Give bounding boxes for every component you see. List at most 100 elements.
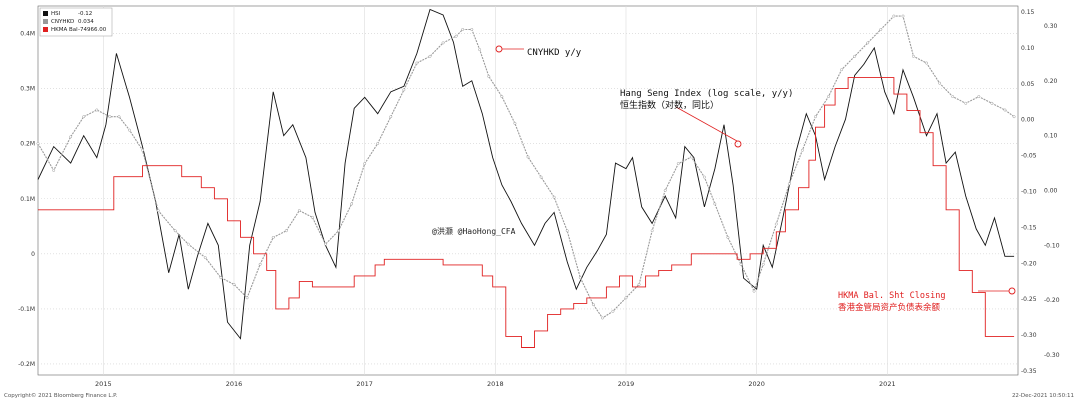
y-right-tick-label: -0.15 <box>1021 224 1037 231</box>
data-point <box>428 54 432 58</box>
data-point <box>513 121 517 125</box>
annotation-hkma-cn: 香港金管局资产负债表余额 <box>838 302 941 313</box>
y-right-tick-label: -0.10 <box>1021 189 1037 196</box>
data-point <box>1012 115 1016 119</box>
data-point <box>232 282 236 286</box>
x-tick-label: 2017 <box>356 380 373 388</box>
data-point <box>173 229 177 233</box>
data-point <box>258 262 262 266</box>
data-point <box>415 61 419 65</box>
data-point <box>461 28 465 31</box>
data-point <box>591 303 595 307</box>
data-point <box>739 262 743 266</box>
data-point <box>689 155 693 159</box>
legend-swatch <box>43 11 48 16</box>
data-point <box>128 128 131 132</box>
data-point <box>376 142 380 145</box>
data-point <box>470 28 474 31</box>
data-point <box>787 182 791 186</box>
y-right-outer-tick-label: -0.20 <box>1044 297 1060 304</box>
data-point <box>219 276 223 280</box>
x-tick-label: 2016 <box>226 380 243 388</box>
watermark: @洪灏 @HaoHong_CFA <box>432 226 516 236</box>
data-point <box>650 229 654 233</box>
data-point <box>203 256 207 260</box>
data-point <box>186 242 190 246</box>
data-point <box>578 276 582 280</box>
x-tick-label: 2019 <box>618 380 635 388</box>
data-point <box>552 195 556 199</box>
data-point <box>108 115 112 119</box>
y-right-tick-label: -0.20 <box>1021 260 1037 267</box>
y-left-tick-label: 0.1M <box>20 196 35 203</box>
legend-value: -0.12 <box>78 11 92 17</box>
data-point <box>601 316 604 320</box>
y-right-tick-label: -0.35 <box>1021 368 1037 375</box>
data-point <box>713 202 717 206</box>
x-tick-label: 2021 <box>879 380 896 388</box>
data-point <box>500 95 504 99</box>
legend-box <box>39 7 113 37</box>
y-right-outer-tick-label: -0.10 <box>1044 242 1060 249</box>
data-point <box>964 101 968 105</box>
data-point <box>363 162 367 166</box>
y-left-tick-label: -0.1M <box>18 306 35 313</box>
data-point <box>901 14 905 18</box>
data-point <box>36 142 40 145</box>
y-right-tick-label: 0.05 <box>1021 81 1035 88</box>
series-line-hkma-bal <box>38 77 1015 348</box>
data-point <box>350 202 354 206</box>
y-right-outer-tick-label: 0.00 <box>1044 188 1058 195</box>
data-point <box>990 101 994 105</box>
data-point <box>925 61 928 65</box>
data-point <box>245 296 249 300</box>
data-point <box>117 115 121 119</box>
legend-label: HSI <box>51 11 61 17</box>
y-right-outer-tick-label: -0.30 <box>1044 352 1060 359</box>
data-point <box>324 242 327 246</box>
data-point <box>611 309 615 313</box>
data-point <box>676 162 680 166</box>
data-point <box>814 115 817 119</box>
data-point <box>156 209 160 213</box>
data-point <box>774 222 778 226</box>
annotation-hsi-en: Hang Seng Index (log scale, y/y) <box>620 89 793 99</box>
annotation-hkma-en: HKMA Bal. Sht Closing <box>838 291 945 301</box>
data-point <box>402 88 406 92</box>
data-point <box>389 115 393 119</box>
data-point <box>892 14 896 18</box>
copyright-footer: Copyright© 2021 Bloomberg Finance L.P. <box>4 392 118 399</box>
annotation-cny: CNYHKD y/y <box>527 48 582 58</box>
annotation-hsi-cn: 恒生指数（对数，同比） <box>620 99 719 111</box>
y-left-tick-label: 0 <box>31 251 35 258</box>
data-point <box>95 108 99 112</box>
y-right-tick-label: -0.25 <box>1021 296 1037 303</box>
legend-label: HKMA Bal <box>51 27 78 33</box>
data-point <box>800 148 804 152</box>
data-point <box>840 68 844 72</box>
data-point <box>624 296 628 300</box>
data-point <box>297 209 301 213</box>
y-right-tick-label: 0.15 <box>1021 9 1035 16</box>
data-point <box>82 115 86 119</box>
data-point <box>487 74 491 78</box>
data-point <box>951 95 955 99</box>
plot-area <box>37 5 1019 376</box>
data-point <box>539 175 543 179</box>
data-point <box>726 236 730 239</box>
data-point <box>879 28 883 31</box>
data-point <box>478 48 482 52</box>
series-line-cnyhkd <box>37 15 1015 319</box>
series-line-hsi <box>37 8 1015 340</box>
data-point <box>663 189 667 192</box>
data-point <box>526 155 530 159</box>
data-point <box>454 34 458 38</box>
data-point <box>310 215 314 219</box>
y-left-tick-label: 0.4M <box>20 31 35 38</box>
data-point <box>1003 108 1007 112</box>
legend-value: 0.034 <box>78 19 94 25</box>
data-point <box>752 289 756 293</box>
data-point <box>761 262 765 266</box>
